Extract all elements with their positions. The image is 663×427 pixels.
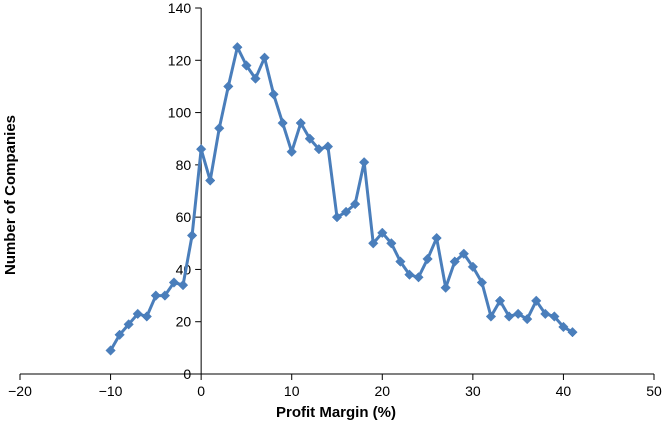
data-point (105, 345, 116, 356)
data-point (377, 227, 388, 238)
y-tick-label: 80 (176, 157, 192, 173)
data-point (205, 175, 216, 186)
data-point (558, 321, 569, 333)
data-point (368, 238, 379, 249)
series-line (109, 45, 574, 352)
data-point (567, 327, 578, 338)
x-tick-label: 30 (465, 383, 481, 399)
data-point (304, 133, 315, 144)
data-point (159, 290, 171, 301)
data-point (295, 117, 306, 129)
data-point (177, 279, 189, 291)
data-point (494, 295, 506, 306)
data-point (467, 261, 479, 272)
data-point (313, 144, 325, 155)
y-tick-label: 100 (168, 105, 192, 121)
y-tick-label: 140 (168, 0, 192, 16)
data-point (549, 311, 560, 322)
data-point (422, 253, 433, 265)
x-tick-label: 40 (556, 383, 572, 399)
data-point (413, 272, 424, 283)
y-axis-title: Number of Companies (2, 115, 19, 275)
data-point (141, 311, 152, 322)
data-point (150, 290, 162, 301)
data-point (395, 256, 406, 267)
x-tick-label: 20 (374, 383, 390, 399)
data-point (132, 308, 143, 320)
data-point (250, 73, 261, 84)
data-point (186, 230, 198, 241)
data-point (540, 308, 551, 320)
data-point (404, 269, 415, 280)
data-point (277, 117, 288, 129)
data-point (485, 311, 497, 322)
x-tick-label: −20 (8, 383, 32, 399)
data-point (349, 198, 361, 210)
x-tick-label: 10 (284, 383, 300, 399)
data-point (331, 211, 343, 223)
data-point (440, 282, 451, 293)
data-point (241, 60, 252, 71)
data-point (431, 232, 442, 244)
data-point (340, 206, 352, 218)
data-point (123, 319, 134, 330)
y-tick-label: 60 (176, 209, 192, 225)
data-point (386, 238, 397, 249)
data-point (232, 42, 243, 53)
data-point (458, 248, 469, 259)
x-tick-label: 0 (197, 383, 205, 399)
data-point (268, 89, 279, 100)
data-point (322, 141, 334, 152)
data-point (223, 81, 234, 92)
axes (19, 7, 655, 380)
y-tick-label: 20 (176, 314, 192, 330)
x-axis-title: Profit Margin (%) (276, 404, 396, 421)
data-point (168, 277, 180, 288)
data-series (105, 42, 578, 356)
data-point (359, 157, 370, 168)
data-point (512, 308, 524, 320)
y-tick-label: 120 (168, 52, 192, 68)
data-point (522, 313, 533, 325)
data-point (214, 123, 225, 134)
data-point (531, 295, 542, 306)
data-point (259, 52, 270, 63)
x-tick-label: 50 (646, 383, 662, 399)
data-point (449, 256, 460, 267)
y-tick-label: 0 (183, 366, 191, 382)
x-tick-label: −10 (99, 383, 123, 399)
data-point (503, 311, 515, 322)
data-point (476, 277, 488, 288)
data-point (195, 144, 207, 155)
data-point (286, 146, 297, 157)
data-point (114, 329, 125, 340)
